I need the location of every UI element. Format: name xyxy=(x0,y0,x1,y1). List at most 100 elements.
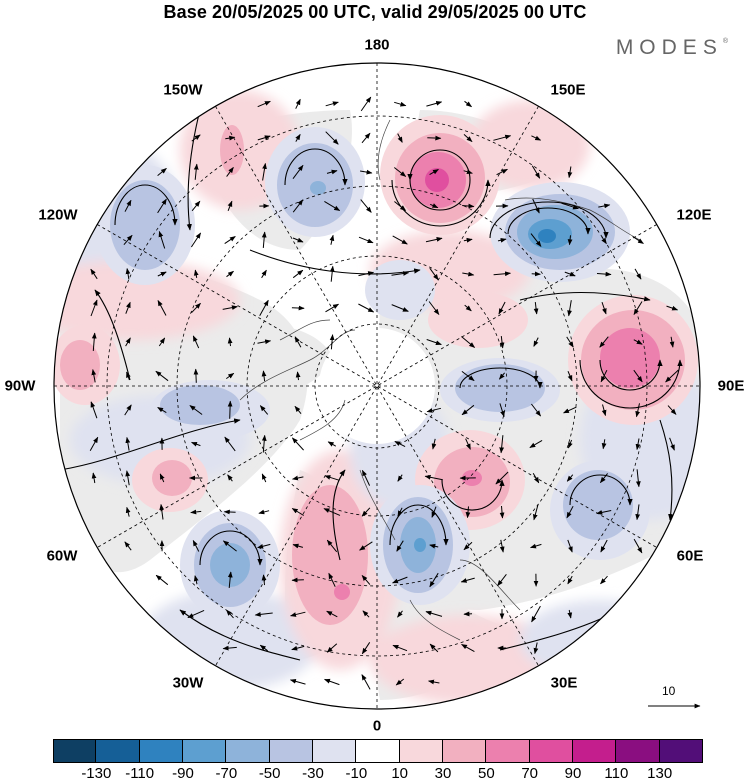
wind-arrow xyxy=(158,337,166,347)
colorbar-tick-label: 70 xyxy=(521,765,538,782)
colorbar-cell xyxy=(53,739,97,763)
wind-arrow xyxy=(635,403,641,418)
wind-arrow xyxy=(193,163,199,180)
map-field xyxy=(54,63,700,709)
wind-arrow xyxy=(226,270,234,278)
wind-arrow xyxy=(123,234,133,246)
wind-arrow xyxy=(499,505,505,519)
lon-label-150e: 150E xyxy=(550,81,586,99)
wind-arrow xyxy=(428,301,440,315)
wind-arrow xyxy=(257,543,271,549)
wind-arrow xyxy=(294,336,302,348)
wind-arrow xyxy=(292,199,304,213)
colorbar-tick-label: -10 xyxy=(345,765,368,782)
wind-arrow xyxy=(391,304,409,312)
wind-arrow xyxy=(361,507,371,517)
wind-arrow xyxy=(397,507,403,517)
colorbar-cell xyxy=(356,739,400,763)
wind-arrow xyxy=(567,300,572,317)
colorbar-tick-label: -70 xyxy=(215,765,238,782)
wind-arrow xyxy=(666,305,679,311)
colorbar xyxy=(53,739,703,763)
wind-arrow xyxy=(429,267,439,281)
wind-arrow xyxy=(257,339,272,345)
wind-arrow xyxy=(329,334,335,350)
wind-arrow xyxy=(324,475,340,481)
wind-arrow xyxy=(429,203,439,209)
wind-arrow xyxy=(632,236,644,244)
wind-arrow xyxy=(532,198,540,214)
wind-arrow xyxy=(325,131,339,145)
colorbar-tick-label: -130 xyxy=(81,765,112,782)
wind-arrow xyxy=(126,371,131,381)
wind-arrow xyxy=(464,304,472,312)
wind-arrow xyxy=(566,336,574,348)
wind-arrow xyxy=(292,237,304,243)
wind-arrow xyxy=(326,169,338,175)
colorbar-tick-label: -30 xyxy=(302,765,324,782)
wind-arrow xyxy=(426,101,443,107)
lon-label-180: 180 xyxy=(364,36,390,54)
wind-arrow xyxy=(324,200,341,212)
wind-arrow xyxy=(397,610,403,618)
lon-label-120e: 120E xyxy=(676,206,712,224)
wind-arrow xyxy=(634,268,642,280)
wind-arrow xyxy=(601,439,607,450)
wind-arrow xyxy=(497,237,507,243)
wind-arrow xyxy=(291,437,304,451)
wind-arrow xyxy=(89,436,99,451)
colorbar-cell xyxy=(659,739,703,763)
wind-arrow xyxy=(226,609,234,619)
wind-arrow xyxy=(566,474,574,482)
wind-arrow xyxy=(325,101,339,107)
wind-arrow xyxy=(159,503,165,520)
reference-vector-label: 10 xyxy=(662,684,676,698)
lon-label-60w: 60W xyxy=(46,547,78,565)
wind-arrow xyxy=(497,573,507,587)
colorbar-cell xyxy=(313,739,357,763)
wind-arrow xyxy=(257,100,271,108)
colorbar-cell xyxy=(226,739,270,763)
lon-label-90w: 90W xyxy=(4,377,36,395)
wind-arrow xyxy=(425,610,443,617)
wind-arrow xyxy=(222,540,237,552)
wind-arrow xyxy=(326,643,338,653)
wind-arrow xyxy=(567,166,573,179)
wind-arrow xyxy=(259,299,269,316)
wind-arrow xyxy=(360,199,372,213)
wind-arrow xyxy=(155,370,169,382)
wind-arrow xyxy=(291,577,304,583)
colorbar-cell xyxy=(616,739,660,763)
wind-arrow xyxy=(227,200,233,211)
wind-arrow xyxy=(124,199,132,212)
wind-arrow xyxy=(295,133,301,142)
colorbar-cell xyxy=(96,739,140,763)
lon-label-90e: 90E xyxy=(717,377,745,395)
wind-arrow xyxy=(125,337,131,347)
wind-arrow xyxy=(394,201,407,211)
wind-arrow xyxy=(290,611,306,617)
colorbar-cell xyxy=(269,739,313,763)
wind-arrow xyxy=(191,200,201,212)
wind-arrow xyxy=(91,332,97,351)
wind-arrow xyxy=(461,336,476,348)
wind-arrow xyxy=(465,506,471,519)
wind-arrow xyxy=(499,403,505,418)
wind-arrow xyxy=(599,336,609,348)
wind-arrow xyxy=(633,369,643,383)
colorbar-cell xyxy=(486,739,530,763)
colorbar-tick-label: 90 xyxy=(564,765,582,782)
colorbar-cell xyxy=(529,739,573,763)
wind-arrow xyxy=(633,339,643,345)
wind-arrow xyxy=(564,271,576,277)
wind-arrow xyxy=(532,472,540,484)
wind-arrow xyxy=(499,435,505,454)
wind-arrow xyxy=(361,674,371,690)
wind-arrow xyxy=(361,132,371,144)
wind-arrow xyxy=(91,472,97,484)
wind-arrow xyxy=(328,572,336,587)
wind-arrow xyxy=(259,644,269,652)
wind-arrow xyxy=(189,405,203,415)
wind-arrow xyxy=(499,336,505,349)
wind-arrow xyxy=(360,169,373,175)
